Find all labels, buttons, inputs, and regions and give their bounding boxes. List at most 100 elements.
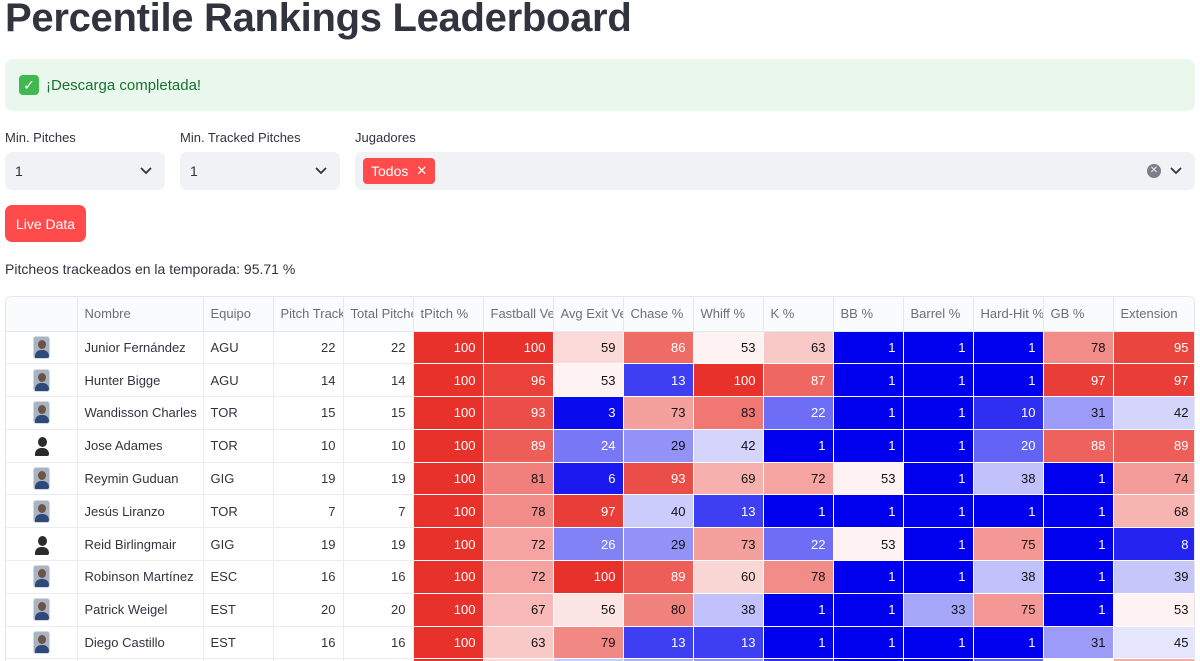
team-code: EST — [203, 626, 274, 660]
column-header[interactable] — [6, 297, 78, 332]
percentile-cell: 81 — [483, 462, 554, 496]
percentile-cell: 29 — [623, 527, 694, 562]
pitches-tracked: 14 — [273, 363, 344, 398]
percentile-cell: 1 — [1043, 494, 1114, 529]
min-tracked-select[interactable]: 1 — [180, 152, 340, 190]
percentile-cell: 1 — [833, 560, 904, 594]
table-row[interactable]: Diego Castillo EST 16 16 100 63 79 13 13 1 1 1 1 31 45 — [6, 626, 1194, 660]
player-photo-cell — [6, 331, 78, 365]
players-tag[interactable]: Todos ✕ — [363, 158, 436, 184]
percentile-cell: 89 — [623, 560, 694, 594]
total-pitches: 14 — [343, 363, 414, 398]
chevron-down-icon[interactable] — [1169, 163, 1183, 177]
percentile-cell: 31 — [1043, 396, 1114, 430]
table-row[interactable]: Hunter Bigge AGU 14 14 100 96 53 13 100 87 1 1 1 97 97 — [6, 363, 1194, 398]
player-name: Junior Fernández — [77, 331, 204, 365]
percentile-cell: 26 — [553, 527, 624, 562]
tag-remove-icon[interactable]: ✕ — [416, 163, 428, 178]
percentile-cell: 13 — [623, 363, 694, 398]
percentile-cell: 1 — [833, 396, 904, 430]
percentile-cell: 100 — [413, 396, 484, 430]
player-photo — [32, 631, 50, 655]
percentile-cell: 42 — [693, 429, 764, 463]
percentile-cell: 100 — [413, 527, 484, 562]
column-header[interactable]: GB % — [1043, 297, 1114, 332]
alert-text: ¡Descarga completada! — [46, 76, 202, 94]
column-header[interactable]: Chase % — [623, 297, 694, 332]
column-header[interactable]: Total Pitche — [343, 297, 414, 332]
team-code: ESC — [203, 560, 274, 594]
player-photo — [32, 368, 50, 392]
percentile-cell: 96 — [483, 363, 554, 398]
clear-icon[interactable]: ✕ — [1147, 164, 1161, 178]
column-header[interactable]: Pitch Tracke — [273, 297, 344, 332]
table-row[interactable]: Jesús Liranzo TOR 7 7 100 78 97 40 13 1 1 1 1 1 68 — [6, 494, 1194, 529]
column-header[interactable]: Whiff % — [693, 297, 764, 332]
column-header[interactable]: Barrel % — [903, 297, 974, 332]
percentile-cell: 1 — [833, 626, 904, 660]
column-header[interactable]: Equipo — [203, 297, 274, 332]
percentile-cell: 97 — [1113, 363, 1194, 398]
percentile-cell: 78 — [1043, 331, 1114, 365]
percentile-cell: 22 — [763, 396, 834, 430]
percentile-cell: 40 — [553, 658, 624, 661]
table-row[interactable]: 100594035301011205070 — [6, 658, 1194, 661]
player-photo-cell — [6, 429, 78, 463]
team-code: EST — [203, 593, 274, 627]
table-row[interactable]: Robinson Martínez ESC 16 16 100 72 100 89 60 78 1 1… — [6, 560, 1194, 594]
column-header[interactable]: K % — [763, 297, 834, 332]
percentile-cell: 93 — [483, 396, 554, 430]
percentile-cell: 1 — [903, 560, 974, 594]
column-header[interactable]: BB % — [833, 297, 904, 332]
percentile-cell: 1 — [903, 396, 974, 430]
min-pitches-select[interactable]: 1 — [5, 152, 165, 190]
players-multiselect[interactable]: Todos ✕ ✕ — [355, 152, 1195, 190]
pitches-tracked: 20 — [273, 593, 344, 627]
percentile-cell: 63 — [483, 626, 554, 660]
percentile-cell: 70 — [1113, 658, 1194, 661]
pitches-tracked: 22 — [273, 331, 344, 365]
column-header[interactable]: Nombre — [77, 297, 204, 332]
percentile-cell: 42 — [1113, 396, 1194, 430]
player-name: Jose Adames — [77, 429, 204, 463]
percentile-cell: 10 — [973, 396, 1044, 430]
percentile-cell: 6 — [553, 462, 624, 496]
percentile-cell: 100 — [413, 593, 484, 627]
percentile-cell: 95 — [1113, 331, 1194, 365]
silhouette-icon — [32, 434, 50, 458]
min-pitches-value: 1 — [15, 163, 23, 179]
player-photo — [32, 335, 50, 359]
table-row[interactable]: Jose Adames TOR 10 10 100 89 24 29 42 1 1 1 20 88 89 — [6, 429, 1194, 463]
percentile-cell: 1 — [973, 626, 1044, 660]
column-header[interactable]: Hard-Hit % — [973, 297, 1044, 332]
percentile-cell: 97 — [553, 494, 624, 529]
player-photo — [32, 401, 50, 425]
live-data-button[interactable]: Live Data — [5, 205, 86, 242]
percentile-cell: 1 — [973, 363, 1044, 398]
table-row[interactable]: Patrick Weigel EST 20 20 100 67 56 80 38 1 1 33 75 1 5… — [6, 593, 1194, 627]
percentile-cell: 38 — [973, 462, 1044, 496]
percentile-cell: 50 — [1043, 658, 1114, 661]
column-header[interactable]: tPitch % — [413, 297, 484, 332]
percentile-cell: 13 — [693, 494, 764, 529]
team-code: GIG — [203, 462, 274, 496]
column-header[interactable]: Avg Exit Velo — [553, 297, 624, 332]
player-name — [77, 658, 204, 661]
percentile-cell: 100 — [413, 560, 484, 594]
table-row[interactable]: Reymin Guduan GIG 19 19 100 81 6 93 69 72 53 1 38 1 74 — [6, 462, 1194, 496]
total-pitches: 16 — [343, 560, 414, 594]
table-row[interactable]: Junior Fernández AGU 22 22 100 100 59 86 53 63 1 1 1… — [6, 331, 1194, 365]
column-header[interactable]: Fastball Velo — [483, 297, 554, 332]
table-row[interactable]: Reid Birlingmair GIG 19 19 100 72 26 29 73 22 53 1 7… — [6, 527, 1194, 562]
percentile-cell: 10 — [763, 658, 834, 661]
percentile-cell: 68 — [1113, 494, 1194, 529]
players-tag-label: Todos — [371, 163, 409, 179]
percentile-cell: 35 — [623, 658, 694, 661]
percentile-cell: 1 — [903, 331, 974, 365]
column-header[interactable]: Extension — [1113, 297, 1194, 332]
table-row[interactable]: Wandisson Charles TOR 15 15 100 93 3 73 83 22 1 1 10… — [6, 396, 1194, 430]
percentile-cell: 67 — [483, 593, 554, 627]
percentile-cell: 100 — [693, 363, 764, 398]
percentile-cell: 100 — [483, 331, 554, 365]
